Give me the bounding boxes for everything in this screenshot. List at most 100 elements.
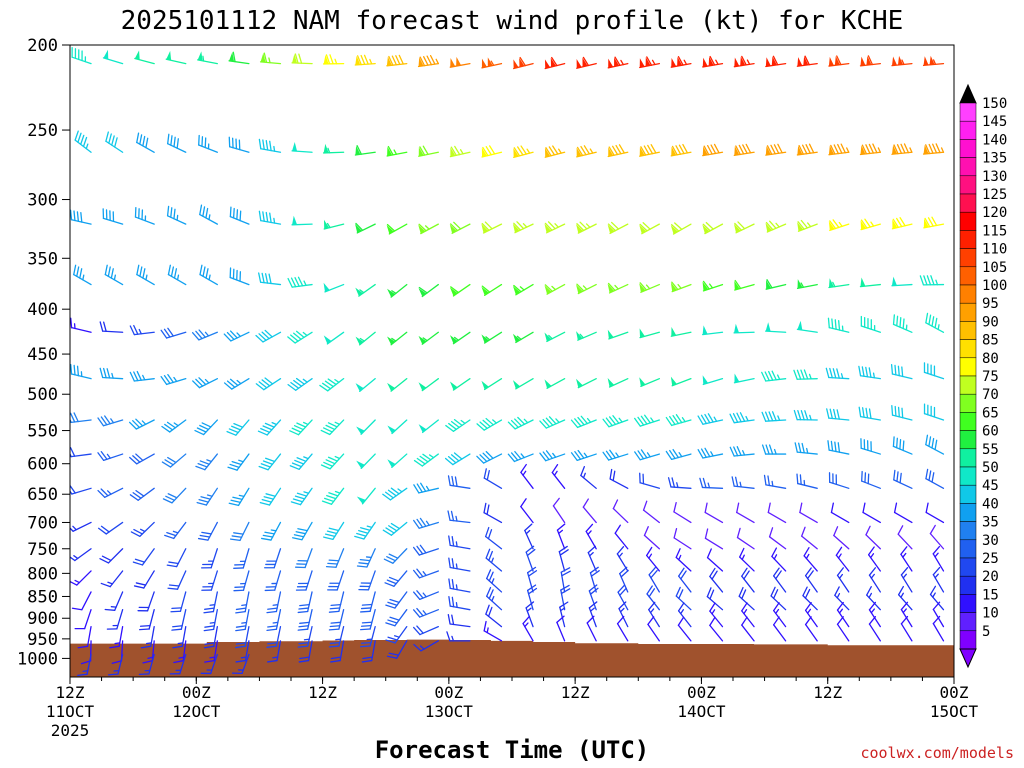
wind-barb: [264, 548, 282, 569]
wind-barb: [483, 620, 503, 642]
wind-barb: [520, 498, 534, 524]
wind-barb: [639, 56, 660, 69]
wind-barb: [526, 566, 538, 593]
wind-barb: [266, 625, 282, 648]
wind-barb: [925, 502, 945, 524]
wind-barb: [291, 215, 313, 226]
colorbar-label: 70: [982, 387, 999, 403]
wind-barb: [70, 363, 92, 380]
wind-barb: [614, 524, 629, 550]
wind-barb: [524, 523, 534, 550]
wind-barb: [228, 136, 250, 153]
wind-barb: [828, 143, 850, 156]
wind-barb: [259, 487, 282, 506]
colorbar-swatch: [959, 612, 977, 632]
wind-barb: [765, 55, 787, 68]
wind-barb: [99, 548, 124, 564]
y-tick-label: 1000: [17, 649, 58, 669]
wind-barb: [289, 453, 313, 470]
wind-barb: [925, 434, 945, 455]
colorbar-label: 40: [982, 496, 999, 512]
wind-barb: [194, 419, 218, 436]
wind-barb: [868, 567, 881, 593]
wind-barb: [646, 546, 660, 572]
wind-barb: [485, 604, 503, 628]
wind-barb: [356, 548, 376, 568]
wind-barb: [386, 223, 408, 235]
wind-barb: [862, 502, 881, 524]
wind-barb: [860, 218, 881, 231]
wind-barb: [446, 631, 471, 642]
y-tick-label: 650: [27, 485, 58, 505]
wind-barb: [354, 145, 376, 156]
wind-barb: [733, 323, 755, 334]
wind-barb: [481, 331, 503, 344]
wind-barb: [107, 653, 124, 676]
wind-barb: [702, 55, 724, 68]
wind-barb: [255, 329, 282, 343]
y-tick-label: 800: [27, 564, 58, 584]
wind-barb: [773, 616, 787, 642]
colorbar-label: 5: [982, 624, 990, 640]
wind-barb: [585, 523, 597, 550]
wind-barb: [923, 403, 945, 421]
y-tick-label: 900: [27, 609, 58, 629]
y-tick-label: 300: [27, 191, 58, 211]
y-tick-label: 450: [27, 345, 58, 365]
colorbar-swatch: [959, 175, 977, 195]
x-tick-label: 00Z: [434, 683, 463, 702]
wind-barb: [891, 405, 913, 421]
wind-barb: [484, 526, 503, 550]
wind-barb: [639, 472, 660, 489]
wind-barb: [385, 591, 408, 609]
wind-barb: [861, 470, 881, 489]
y-tick-label: 200: [27, 36, 58, 56]
wind-barb: [297, 591, 313, 614]
wind-barb: [412, 568, 439, 579]
wind-barb: [648, 601, 660, 628]
wind-barb: [892, 314, 913, 333]
wind-barb: [70, 412, 92, 423]
wind-barb: [169, 653, 187, 675]
wind-barb: [858, 406, 881, 421]
wind-barb: [235, 625, 250, 649]
colorbar-swatch: [959, 630, 977, 650]
wind-barb: [922, 143, 945, 155]
wind-barb: [382, 487, 408, 501]
wind-barb: [556, 615, 566, 642]
wind-barb: [233, 548, 250, 569]
wind-barb: [387, 331, 408, 346]
wind-barb: [203, 609, 218, 632]
wind-barb: [102, 49, 124, 65]
wind-barb: [771, 547, 787, 572]
wind-barb: [173, 640, 187, 664]
wind-barb: [354, 54, 376, 66]
wind-barb: [229, 521, 250, 542]
colorbar-swatch: [959, 448, 977, 468]
wind-barb: [607, 144, 629, 158]
wind-barb: [298, 640, 313, 663]
colorbar-swatch: [959, 357, 977, 377]
wind-barb: [418, 283, 439, 298]
colorbar-swatch: [959, 102, 977, 122]
wind-barb: [290, 487, 313, 506]
y-tick-label: 500: [27, 385, 58, 405]
colorbar-label: 120: [982, 205, 1007, 221]
wind-barb: [773, 602, 787, 628]
wind-barb: [580, 465, 597, 489]
wind-barb: [327, 570, 345, 591]
y-tick-label: 600: [27, 455, 58, 475]
x-tick-label: 15OCT: [930, 702, 979, 721]
colorbar-label: 95: [982, 296, 999, 312]
wind-barb: [761, 444, 787, 455]
wind-barb: [413, 453, 439, 467]
wind-barb: [576, 221, 597, 234]
wind-barb: [136, 132, 155, 153]
wind-barb: [160, 327, 187, 339]
wind-barb: [525, 545, 536, 572]
y-tick-label: 350: [27, 249, 58, 269]
wind-barb: [70, 548, 92, 562]
colorbar-swatch: [959, 484, 977, 504]
wind-barb: [164, 521, 187, 540]
wind-barb: [670, 326, 692, 337]
